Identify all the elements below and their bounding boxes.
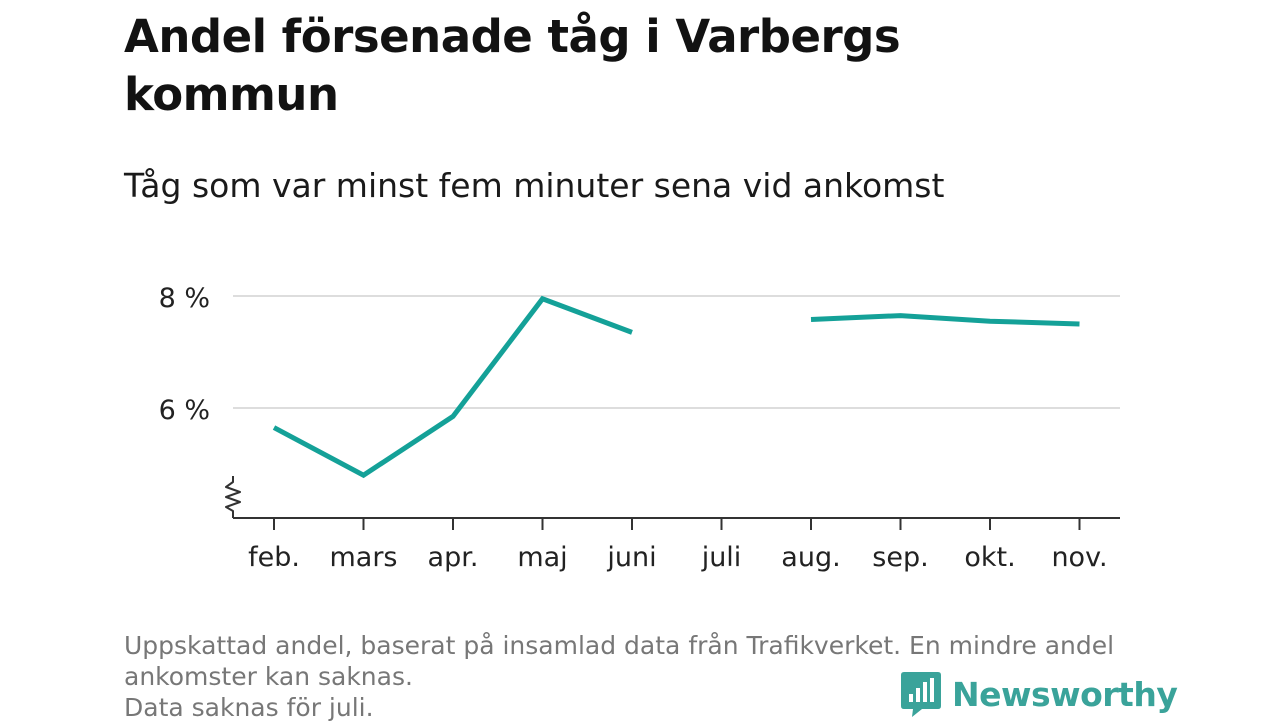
series-lines xyxy=(272,295,1080,479)
x-tick-label: apr. xyxy=(428,542,479,573)
x-tick-label: juli xyxy=(701,542,742,573)
x-tick-label: sep. xyxy=(872,542,928,573)
chart-subtitle: Tåg som var minst fem minuter sena vid a… xyxy=(124,166,945,205)
newsworthy-logo-icon xyxy=(901,672,941,717)
x-tick-label: aug. xyxy=(781,542,840,573)
series-line-segment xyxy=(272,295,633,479)
line-chart: 6 % 8 % feb. mars apr. maj juni juli aug. sep. ok… xyxy=(159,283,1120,573)
footnote-line-2: ankomster kan saknas. xyxy=(124,662,413,691)
brand-logo: Newsworthy xyxy=(900,670,1178,718)
x-tick-label: mars xyxy=(329,542,397,573)
axis-break-icon xyxy=(225,476,241,518)
x-tick-label: feb. xyxy=(248,542,300,573)
x-tick-label: nov. xyxy=(1051,542,1107,573)
series-line-segment xyxy=(810,313,1080,327)
footnote-line-3: Data saknas för juli. xyxy=(124,693,374,722)
footnote: Uppskattad andel, baserat på insamlad da… xyxy=(124,630,1164,723)
gridlines xyxy=(233,295,1120,409)
footnote-line-1: Uppskattad andel, baserat på insamlad da… xyxy=(124,631,1115,660)
chart-title: Andel försenade tåg i Varbergs kommun xyxy=(124,10,901,121)
x-tick-label: juni xyxy=(606,542,656,573)
y-tick-label: 8 % xyxy=(159,283,210,314)
y-tick-labels: 6 % 8 % xyxy=(159,283,210,426)
x-axis xyxy=(225,476,1120,519)
x-ticks: feb. mars apr. maj juni juli aug. sep. okt. nov. xyxy=(248,518,1108,573)
x-tick-label: okt. xyxy=(964,542,1015,573)
x-tick-label: maj xyxy=(517,542,567,573)
brand-name: Newsworthy xyxy=(952,674,1178,714)
y-tick-label: 6 % xyxy=(159,395,210,426)
